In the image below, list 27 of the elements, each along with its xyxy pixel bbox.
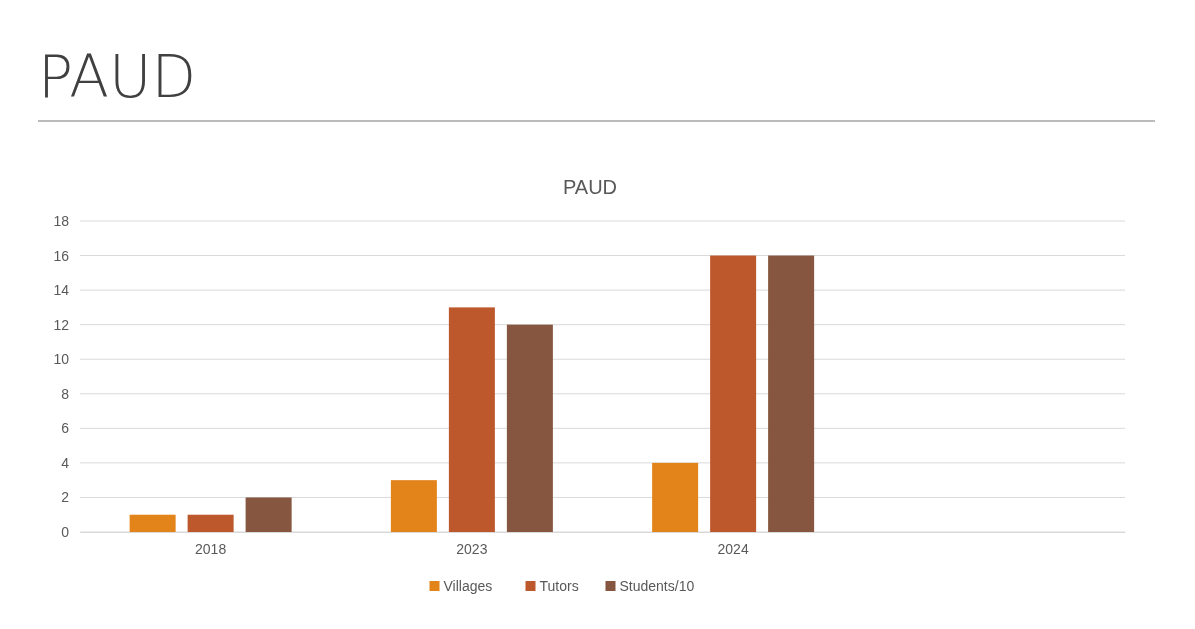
y-tick-label: 18 bbox=[53, 212, 70, 229]
legend-label: Villages bbox=[443, 577, 493, 594]
bar bbox=[652, 462, 699, 532]
y-tick-label: 12 bbox=[53, 316, 70, 333]
y-tick-label: 10 bbox=[53, 351, 70, 368]
y-tick-label: 8 bbox=[61, 385, 70, 402]
y-tick-label: 6 bbox=[61, 420, 70, 437]
x-tick-label: 2024 bbox=[717, 540, 749, 557]
y-tick-label: 16 bbox=[53, 247, 70, 264]
bar bbox=[245, 497, 292, 532]
bar bbox=[129, 514, 176, 532]
x-tick-label: 2023 bbox=[456, 540, 488, 557]
x-tick-label: 2018 bbox=[195, 540, 227, 557]
bar bbox=[768, 255, 815, 532]
legend-label: Students/10 bbox=[619, 577, 695, 594]
bar bbox=[506, 324, 553, 532]
chart-title: PAUD bbox=[38, 43, 197, 111]
chart-subtitle: PAUD bbox=[562, 176, 618, 198]
y-tick-label: 0 bbox=[61, 523, 70, 540]
y-tick-label: 14 bbox=[53, 282, 70, 299]
y-tick-label: 4 bbox=[61, 454, 70, 471]
legend-label: Tutors bbox=[539, 577, 579, 594]
bar bbox=[710, 255, 757, 532]
bar bbox=[390, 480, 437, 532]
y-tick-label: 2 bbox=[61, 489, 70, 506]
bar bbox=[448, 307, 495, 532]
bar bbox=[187, 514, 234, 532]
